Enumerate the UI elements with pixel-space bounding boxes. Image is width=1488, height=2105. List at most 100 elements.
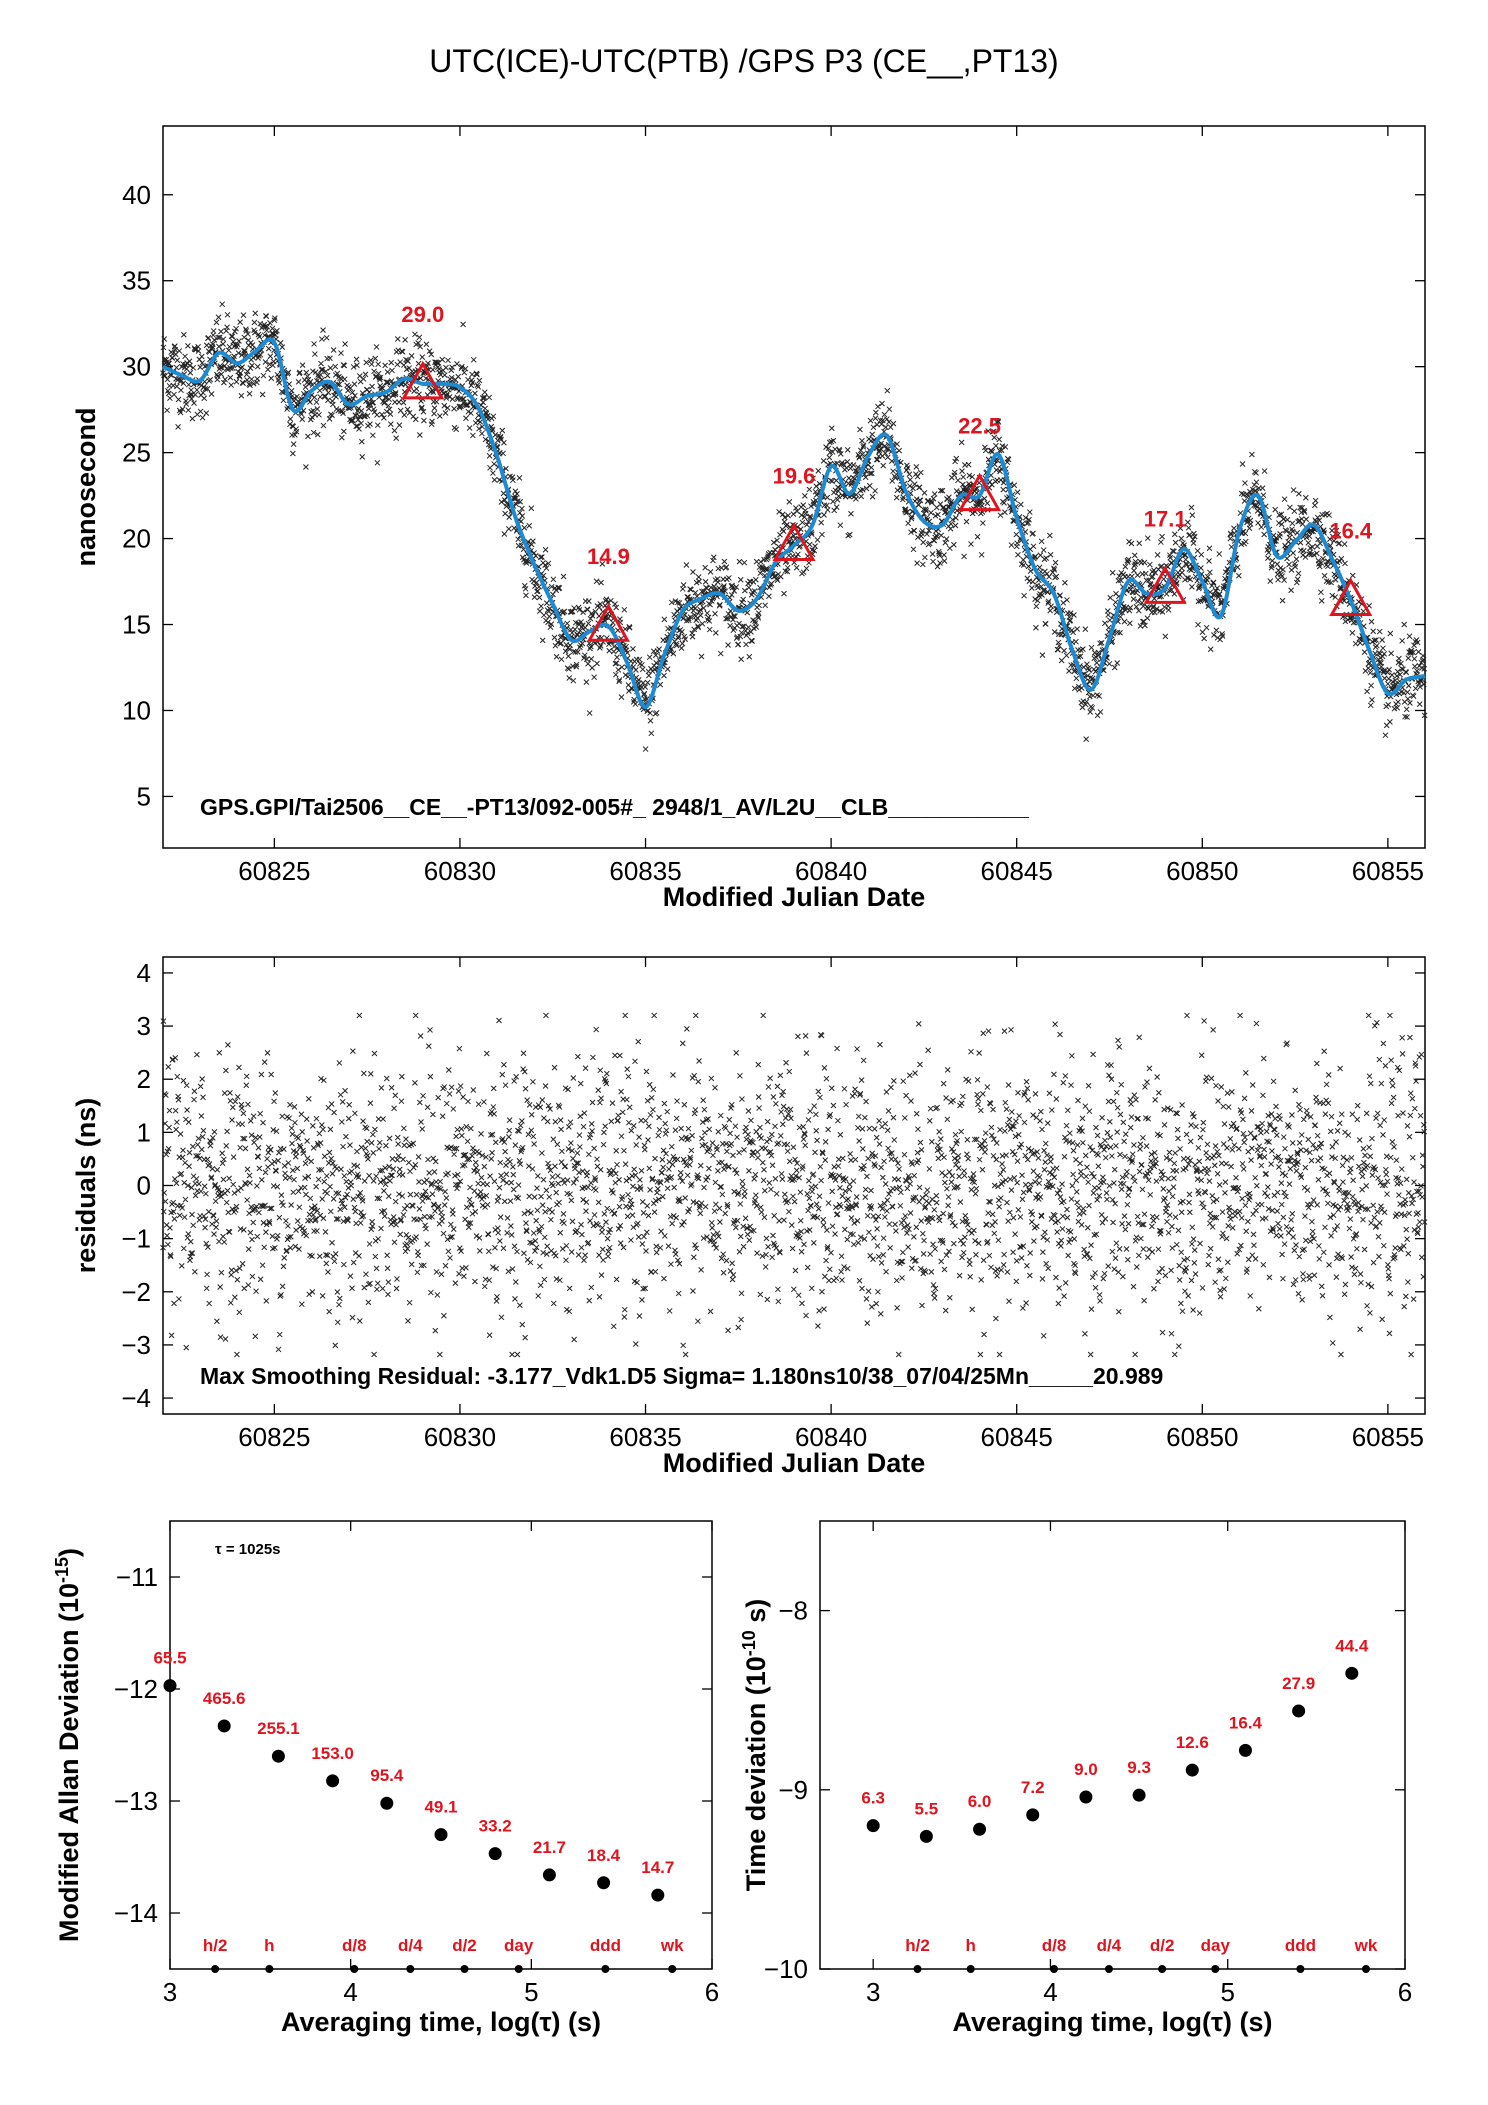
data-point (731, 588, 738, 594)
data-point (412, 331, 418, 338)
data-point (645, 1137, 651, 1143)
data-point (1038, 583, 1045, 590)
data-point (858, 1077, 865, 1083)
data-point (454, 1185, 460, 1192)
data-point (830, 498, 836, 505)
data-point (507, 1158, 513, 1165)
data-point (253, 1203, 260, 1210)
x-tick-label: 60825 (238, 1422, 310, 1452)
data-point (457, 1178, 464, 1185)
data-point (708, 1075, 715, 1082)
data-point (820, 1216, 827, 1223)
data-point (710, 1152, 716, 1159)
data-point (1411, 642, 1417, 649)
data-point (647, 1112, 654, 1118)
data-point (878, 440, 885, 447)
data-point (261, 332, 268, 339)
data-point (985, 428, 992, 434)
data-point (737, 576, 744, 583)
data-point (367, 1280, 373, 1287)
data-point (567, 1119, 574, 1126)
data-point (443, 364, 449, 371)
x-tick-label: 60830 (424, 856, 496, 886)
data-point (558, 656, 565, 663)
data-point (160, 1208, 167, 1215)
data-point (686, 617, 692, 624)
data-point (613, 1147, 620, 1154)
data-point (574, 1227, 580, 1234)
data-point (1070, 629, 1076, 636)
data-point (374, 422, 381, 429)
data-point (639, 661, 645, 668)
data-point (583, 656, 590, 663)
data-point (835, 1156, 842, 1163)
data-point (1242, 480, 1248, 486)
data-point (799, 519, 806, 526)
data-point (644, 1097, 651, 1104)
data-point (1269, 562, 1275, 569)
data-point (616, 677, 623, 683)
data-point (1288, 587, 1294, 594)
data-point (781, 1191, 788, 1198)
data-point (526, 1193, 533, 1200)
y-tick-label: 40 (122, 180, 151, 210)
data-point (784, 564, 791, 571)
data-point (737, 633, 744, 640)
data-point (425, 1156, 431, 1163)
data-point (656, 1114, 662, 1121)
data-point (381, 415, 387, 421)
y-tick-label: 35 (122, 266, 151, 296)
data-point (241, 1135, 248, 1142)
data-point (405, 1234, 412, 1241)
data-point (227, 374, 234, 381)
data-point (1295, 570, 1302, 577)
data-point (869, 493, 876, 500)
data-point (682, 1195, 689, 1201)
data-point (251, 319, 258, 326)
data-point (519, 1321, 526, 1328)
data-point (165, 390, 172, 397)
data-point (1179, 569, 1185, 576)
data-point (859, 437, 865, 444)
data-point (164, 407, 170, 414)
data-point (161, 336, 168, 342)
data-point (859, 1126, 866, 1132)
data-point (910, 485, 916, 492)
data-point (248, 376, 255, 383)
data-point (305, 433, 311, 440)
data-point (887, 424, 894, 431)
data-point (504, 1215, 511, 1221)
data-point (523, 1228, 530, 1235)
data-point (324, 372, 331, 379)
data-point (558, 1126, 564, 1133)
data-point (883, 1268, 889, 1275)
data-point (866, 1125, 873, 1132)
data-point (735, 1324, 742, 1331)
data-point (1286, 561, 1292, 568)
data-point (313, 399, 320, 406)
data-point (1000, 486, 1007, 493)
data-point (1298, 516, 1305, 522)
data-point (1234, 564, 1241, 571)
data-point (606, 1244, 613, 1251)
data-point (430, 1111, 436, 1118)
data-point (385, 1291, 391, 1298)
data-point (419, 354, 426, 360)
data-point (289, 1131, 296, 1137)
data-point (183, 1082, 190, 1089)
data-point (309, 1288, 316, 1295)
data-point (521, 1068, 528, 1075)
data-point (919, 561, 926, 568)
data-point (821, 1065, 828, 1071)
data-point (534, 1207, 541, 1214)
data-point (540, 1249, 546, 1256)
data-point (468, 1125, 474, 1132)
data-point (493, 1265, 500, 1272)
data-point (1420, 681, 1427, 688)
data-point (412, 416, 419, 423)
data-point (555, 1102, 562, 1109)
data-point (530, 1078, 536, 1085)
data-point (489, 1131, 496, 1138)
data-point (234, 341, 241, 348)
data-point (304, 1138, 310, 1144)
